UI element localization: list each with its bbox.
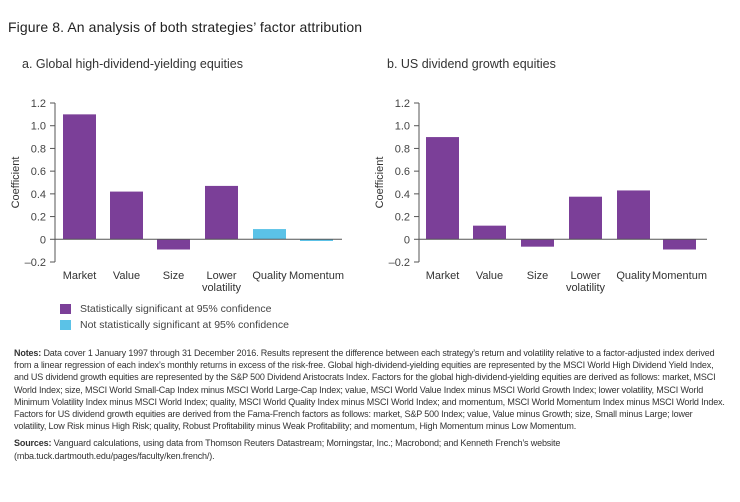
legend-swatch-significant (60, 304, 71, 314)
bar-quality (617, 190, 650, 240)
y-tick-label: 0.6 (395, 166, 410, 178)
notes-block: Notes: Data cover 1 January 1997 through… (14, 347, 726, 462)
chart-b: 1.2 1.0 0.8 0.6 0.4 0.2 0 –0.2 Coefficient Market… (374, 98, 707, 294)
x-tick-label: Value (476, 270, 503, 282)
bar-value (473, 225, 506, 240)
x-tick-label: Lower (207, 270, 237, 282)
y-tick-label: 0.4 (31, 189, 46, 201)
x-tick-label: Market (63, 270, 97, 282)
sources-label: Sources: (14, 438, 52, 449)
chart-b-title: b. US dividend growth equities (387, 57, 556, 71)
x-tick-label: Momentum (289, 270, 344, 282)
y-tick-label: –0.2 (25, 257, 46, 269)
bar-value (110, 191, 143, 240)
x-tick-label: volatility (566, 282, 606, 294)
y-tick-label: 0 (40, 234, 46, 246)
y-tick-label: 1.2 (395, 98, 410, 110)
y-tick-label: 0.8 (31, 143, 46, 155)
legend-label-significant: Statistically significant at 95% confide… (80, 303, 272, 315)
legend-significant: Statistically significant at 95% confide… (60, 303, 271, 315)
notes-label: Notes: (14, 348, 42, 358)
notes-text: Data cover 1 January 1997 through 31 Dec… (14, 348, 725, 432)
y-tick-label: 0.4 (395, 189, 410, 201)
legend-swatch-not-significant (60, 320, 71, 330)
bar-momentum (300, 239, 333, 241)
x-tick-label: Value (113, 270, 140, 282)
y-tick-label: 0.6 (31, 166, 46, 178)
y-tick-label: 1.0 (395, 121, 410, 133)
x-tick-label: Size (163, 270, 184, 282)
y-tick-label: 1.0 (31, 121, 46, 133)
y-axis-label: Coefficient (10, 157, 22, 209)
x-tick-label: Momentum (652, 270, 707, 282)
y-tick-label: –0.2 (389, 257, 410, 269)
y-tick-label: 0.8 (395, 143, 410, 155)
y-tick-label: 0 (404, 234, 410, 246)
bar-momentum (663, 239, 696, 250)
y-tick-label: 1.2 (31, 98, 46, 110)
bar-lower-volatility (205, 185, 238, 240)
figure-title: Figure 8. An analysis of both strategies… (8, 19, 363, 35)
bar-size (157, 239, 190, 250)
x-tick-label: Size (527, 270, 548, 282)
chart-a: 1.2 1.0 0.8 0.6 0.4 0.2 0 –0.2 Coefficient Market… (10, 98, 344, 294)
bar-size (521, 239, 554, 247)
y-tick-label: 0.2 (31, 212, 46, 224)
bar-lower-volatility (569, 196, 602, 240)
x-tick-label: Market (426, 270, 460, 282)
chart-a-title: a. Global high-dividend-yielding equitie… (22, 57, 243, 71)
x-tick-label: Lower (571, 270, 601, 282)
y-axis-label: Coefficient (374, 157, 386, 209)
legend-not-significant: Not statistically significant at 95% con… (60, 319, 289, 331)
y-tick-label: 0.2 (395, 212, 410, 224)
legend-label-not-significant: Not statistically significant at 95% con… (80, 319, 289, 331)
x-tick-label: Quality (252, 270, 287, 282)
sources-text: Vanguard calculations, using data from T… (14, 438, 561, 461)
x-tick-label: Quality (616, 270, 651, 282)
bar-market (426, 137, 459, 240)
bar-market (63, 114, 96, 240)
x-tick-label: volatility (202, 282, 242, 294)
charts-svg: 1.2 1.0 0.8 0.6 0.4 0.2 0 –0.2 Coefficient Market… (10, 98, 707, 294)
bar-quality (253, 229, 286, 240)
